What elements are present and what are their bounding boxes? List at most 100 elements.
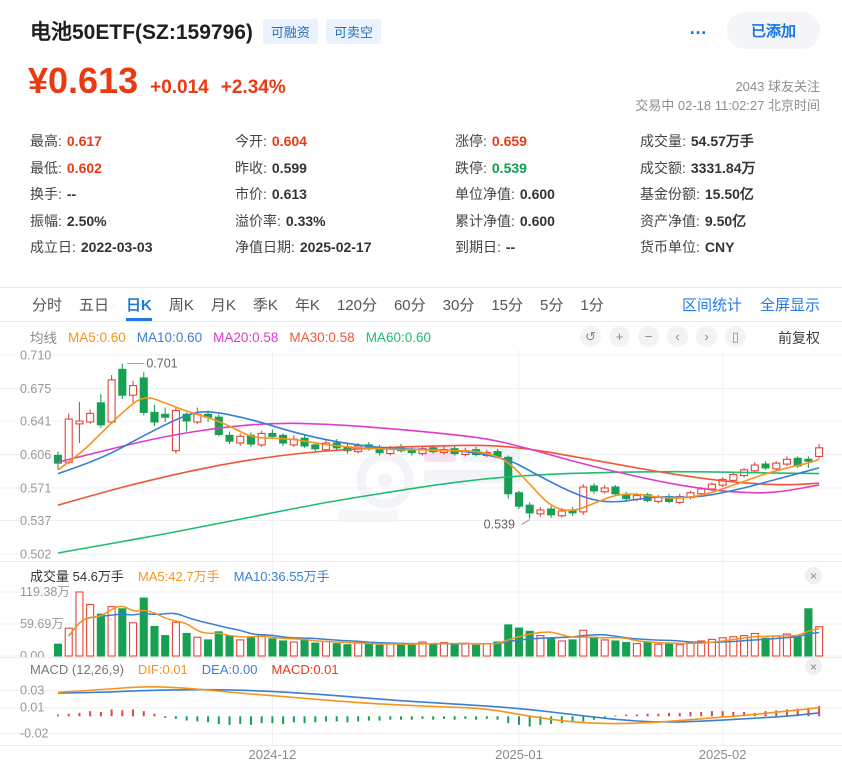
tab-period-五日[interactable]: 五日 bbox=[79, 296, 110, 314]
price-change-percent: +2.34% bbox=[220, 77, 286, 98]
stat-value: -- bbox=[66, 186, 77, 203]
ma-legend-label: 均线 bbox=[30, 331, 57, 346]
added-to-watchlist-button[interactable]: 已添加 bbox=[726, 12, 820, 49]
ma5-line bbox=[57, 397, 820, 512]
stat-label: 净值日期: bbox=[235, 239, 295, 256]
candle-body bbox=[514, 492, 524, 507]
volume-bar bbox=[311, 642, 320, 657]
volume-chart[interactable]: 119.38万 59.69万 0.00 bbox=[0, 562, 842, 658]
pan-right-icon[interactable]: › bbox=[696, 326, 717, 347]
tab-period-季K[interactable]: 季K bbox=[252, 296, 278, 314]
low-price-label: 0.539 bbox=[484, 518, 515, 532]
candle-body bbox=[525, 504, 534, 514]
price-adjust-mode[interactable]: 前复权 bbox=[778, 330, 820, 346]
candle-body bbox=[96, 402, 105, 426]
stat-item: 成立日: 2022-03-03 bbox=[30, 234, 235, 261]
volume-bar bbox=[654, 643, 663, 657]
stat-label: 最高: bbox=[30, 133, 62, 149]
volume-bar bbox=[450, 644, 459, 657]
volume-pane-close-icon[interactable]: × bbox=[805, 567, 822, 584]
candle-body bbox=[536, 509, 545, 515]
volume-bar bbox=[214, 631, 223, 657]
tab-period-30分[interactable]: 30分 bbox=[442, 296, 475, 314]
ma-legend-ma20: MA20:0.58 bbox=[213, 329, 279, 345]
candle-body bbox=[557, 510, 566, 517]
volume-bar bbox=[472, 644, 481, 657]
pane-separator bbox=[0, 657, 842, 658]
volume-bar bbox=[815, 626, 824, 657]
range-stats-link[interactable]: 区间统计 bbox=[681, 297, 742, 314]
stat-value: 0.602 bbox=[66, 159, 102, 176]
zoom-in-icon[interactable]: + bbox=[609, 326, 630, 347]
tab-period-分时[interactable]: 分时 bbox=[32, 296, 63, 314]
pan-left-icon[interactable]: ‹ bbox=[667, 326, 688, 347]
tab-period-月K[interactable]: 月K bbox=[210, 296, 236, 314]
tab-period-1分[interactable]: 1分 bbox=[580, 296, 604, 314]
volume-bar bbox=[53, 643, 63, 657]
macd-axis-label: 0.01 bbox=[20, 701, 44, 715]
reset-view-icon[interactable]: ↺ bbox=[580, 326, 601, 347]
stat-value: 54.57万手 bbox=[690, 133, 754, 149]
stat-label: 成立日: bbox=[30, 239, 76, 256]
tab-period-120分[interactable]: 120分 bbox=[336, 296, 377, 314]
candles-group bbox=[53, 363, 824, 519]
candlestick-chart[interactable]: 0.710 0.675 0.641 0.606 0.571 0.537 0.502 0.701… bbox=[0, 350, 842, 562]
candle-body bbox=[782, 458, 792, 465]
candle-body bbox=[64, 418, 73, 463]
stat-item: 今开: 0.604 bbox=[235, 128, 455, 155]
volume-bar bbox=[782, 633, 792, 657]
volume-bar bbox=[589, 636, 599, 657]
stat-value: 9.50亿 bbox=[704, 212, 747, 229]
stat-value: 2.50% bbox=[66, 212, 107, 229]
tab-period-5分[interactable]: 5分 bbox=[540, 296, 564, 314]
price-axis-label: 0.502 bbox=[20, 548, 51, 562]
x-axis-month-label: 2025-02 bbox=[698, 747, 747, 762]
candle-body bbox=[761, 463, 770, 469]
zoom-out-icon[interactable]: − bbox=[638, 326, 659, 347]
macd-chart[interactable]: 0.03 0.01 -0.02 bbox=[0, 658, 842, 746]
volume-axis-label: 0.00 bbox=[20, 649, 44, 658]
fullscreen-link[interactable]: 全屏显示 bbox=[759, 297, 820, 314]
volume-bar bbox=[697, 640, 706, 657]
ma60-line bbox=[57, 470, 820, 554]
stat-item: 涨停: 0.659 bbox=[455, 128, 640, 155]
volume-bar bbox=[171, 621, 180, 657]
ma-legend-ma30: MA30:0.58 bbox=[289, 329, 355, 345]
trading-status: 交易中 02-18 11:02:27 北京时间 bbox=[635, 98, 820, 113]
volume-bar bbox=[643, 641, 652, 657]
volume-bar bbox=[128, 622, 138, 657]
pane-separator bbox=[0, 561, 842, 562]
stat-item: 市价: 0.613 bbox=[235, 181, 455, 208]
macd-pane-close-icon[interactable]: × bbox=[805, 658, 822, 675]
volume-bar bbox=[729, 636, 738, 657]
volume-bar bbox=[343, 644, 352, 657]
candle-body bbox=[53, 454, 63, 464]
candle-body bbox=[236, 435, 245, 444]
pane-separator bbox=[0, 745, 842, 746]
volume-bar bbox=[386, 642, 395, 657]
volume-bar bbox=[793, 636, 802, 657]
candle-style-icon[interactable]: ▯ bbox=[725, 326, 746, 347]
price-change: +0.014 bbox=[150, 77, 209, 98]
candle-body bbox=[750, 464, 759, 472]
tab-period-日K[interactable]: 日K bbox=[126, 288, 152, 321]
volume-axis-label: 119.38万 bbox=[20, 585, 70, 599]
volume-bar bbox=[632, 643, 641, 657]
volume-bar bbox=[493, 641, 502, 657]
more-menu-button[interactable]: … bbox=[689, 18, 708, 38]
tab-period-年K[interactable]: 年K bbox=[294, 296, 320, 314]
stat-value: 0.599 bbox=[271, 159, 307, 176]
candle-body bbox=[804, 458, 813, 462]
tab-period-60分[interactable]: 60分 bbox=[393, 296, 426, 314]
candle-body bbox=[547, 508, 556, 516]
ma10-line bbox=[57, 411, 820, 503]
macd-axis-label: -0.02 bbox=[20, 726, 49, 740]
candle-body bbox=[171, 409, 180, 452]
tab-period-周K[interactable]: 周K bbox=[168, 296, 194, 314]
badge-group: 可融资 可卖空 bbox=[262, 18, 381, 44]
stat-label: 货币单位: bbox=[640, 239, 700, 256]
volume-bar bbox=[439, 642, 448, 657]
volume-bar bbox=[236, 639, 245, 657]
tab-period-15分[interactable]: 15分 bbox=[491, 296, 524, 314]
volume-bar bbox=[396, 644, 406, 657]
